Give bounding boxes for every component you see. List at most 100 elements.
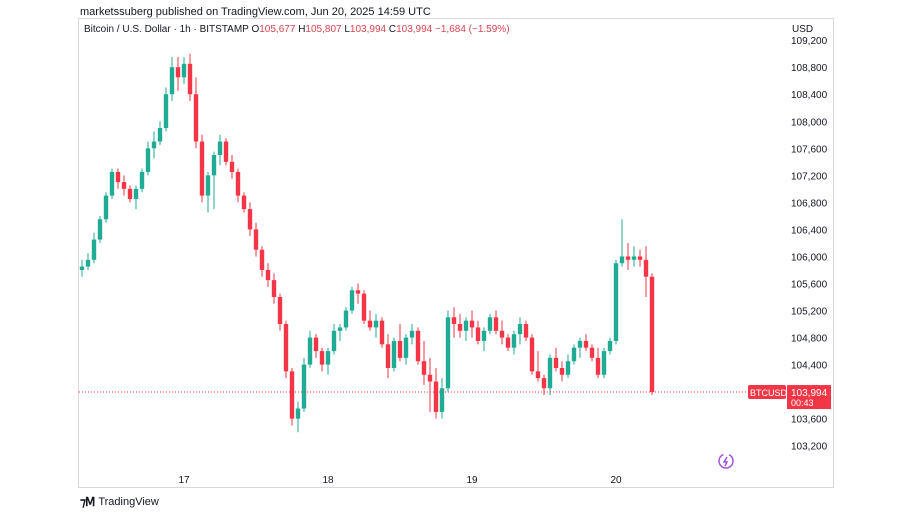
candle[interactable] (139, 168, 145, 193)
candle[interactable] (367, 310, 373, 331)
candle[interactable] (445, 310, 451, 392)
candle[interactable] (379, 317, 385, 348)
candle[interactable] (313, 334, 319, 358)
candle[interactable] (499, 320, 505, 345)
candle[interactable] (283, 320, 289, 379)
candle[interactable] (631, 246, 637, 267)
candle[interactable] (607, 337, 613, 355)
candle[interactable] (577, 337, 583, 358)
candle[interactable] (595, 347, 601, 379)
candle[interactable] (241, 192, 247, 213)
candle[interactable] (247, 202, 253, 237)
candle[interactable] (127, 185, 133, 203)
candle[interactable] (301, 357, 307, 412)
candle[interactable] (391, 337, 397, 372)
candle[interactable] (361, 290, 367, 325)
candle[interactable] (517, 317, 523, 345)
candle[interactable] (205, 171, 211, 213)
candle[interactable] (97, 215, 103, 243)
candle[interactable] (181, 57, 187, 85)
candle[interactable] (295, 401, 301, 433)
candle[interactable] (463, 317, 469, 341)
candle[interactable] (523, 320, 529, 341)
candle[interactable] (583, 334, 589, 352)
candle[interactable] (529, 334, 535, 375)
candle[interactable] (217, 134, 223, 166)
candle[interactable] (637, 249, 643, 267)
candle[interactable] (571, 344, 577, 365)
candle[interactable] (325, 347, 331, 375)
candle[interactable] (373, 313, 379, 338)
y-tick-label: 108,800 (791, 63, 828, 74)
candle[interactable] (199, 134, 205, 203)
candle[interactable] (235, 168, 241, 203)
candle[interactable] (145, 141, 151, 176)
candle[interactable] (505, 334, 511, 352)
candle[interactable] (115, 168, 121, 189)
candle[interactable] (355, 283, 361, 304)
candle[interactable] (481, 327, 487, 352)
candle[interactable] (85, 253, 91, 270)
candle[interactable] (211, 151, 217, 210)
candle[interactable] (547, 354, 553, 396)
footer-brand[interactable]: ⁊𝖬 TradingView (80, 495, 159, 509)
candle[interactable] (259, 246, 265, 277)
candle[interactable] (493, 310, 499, 335)
candle[interactable] (151, 131, 157, 159)
candle[interactable] (163, 87, 169, 132)
candle[interactable] (349, 286, 355, 314)
candle[interactable] (625, 242, 631, 270)
candle[interactable] (343, 307, 349, 331)
candle[interactable] (193, 77, 199, 149)
candle[interactable] (439, 378, 445, 419)
candle[interactable] (613, 259, 619, 345)
candle[interactable] (277, 293, 283, 331)
candle[interactable] (175, 57, 181, 91)
candle[interactable] (229, 155, 235, 179)
candle[interactable] (559, 361, 565, 382)
candle[interactable] (427, 357, 433, 412)
candle[interactable] (307, 330, 313, 368)
candle[interactable] (187, 53, 193, 101)
candle[interactable] (157, 121, 163, 145)
candle[interactable] (403, 334, 409, 365)
candle[interactable] (643, 246, 649, 298)
candle[interactable] (109, 168, 115, 199)
candle[interactable] (649, 273, 655, 396)
candle[interactable] (511, 330, 517, 355)
candle[interactable] (421, 340, 427, 385)
candle[interactable] (565, 354, 571, 379)
candle[interactable] (535, 351, 541, 382)
candle[interactable] (331, 324, 337, 355)
candle[interactable] (253, 222, 259, 257)
candle[interactable] (553, 347, 559, 372)
candle[interactable] (457, 313, 463, 338)
candle[interactable] (223, 138, 229, 166)
candle[interactable] (319, 347, 325, 372)
candle[interactable] (337, 324, 343, 341)
candle[interactable] (91, 232, 97, 264)
candle[interactable] (589, 344, 595, 362)
candle[interactable] (475, 320, 481, 345)
candle[interactable] (397, 324, 403, 362)
candle[interactable] (169, 57, 175, 101)
candle[interactable] (289, 367, 295, 426)
candle[interactable] (103, 192, 109, 223)
candle[interactable] (451, 307, 457, 338)
candle[interactable] (79, 259, 85, 277)
candle[interactable] (469, 310, 475, 338)
candle[interactable] (133, 185, 139, 210)
candle[interactable] (601, 347, 607, 379)
go-live-icon[interactable] (718, 453, 734, 469)
candle[interactable] (385, 334, 391, 379)
candle[interactable] (271, 273, 277, 304)
candle[interactable] (619, 219, 625, 267)
candle[interactable] (487, 313, 493, 335)
candle[interactable] (121, 175, 127, 196)
candle[interactable] (409, 324, 415, 345)
candle[interactable] (433, 367, 439, 419)
candle[interactable] (265, 263, 271, 287)
currency-label[interactable]: USD (792, 24, 814, 35)
candle[interactable] (415, 327, 421, 365)
